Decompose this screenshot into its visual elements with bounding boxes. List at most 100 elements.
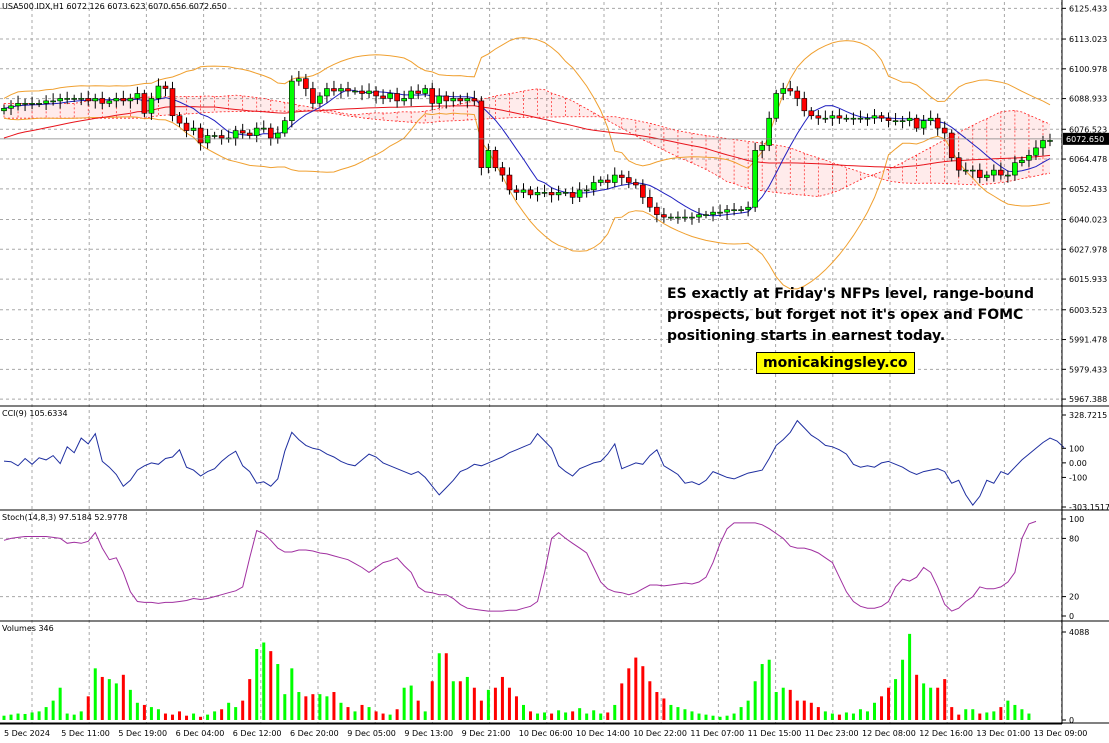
candle-body: [492, 150, 499, 168]
time-tick-label: 13 Dec 09:00: [1034, 729, 1088, 738]
candle-body: [822, 117, 829, 120]
candle-body: [1040, 140, 1046, 149]
candle-body: [303, 78, 309, 89]
candle-body: [148, 98, 155, 114]
candle-body: [282, 120, 288, 134]
time-tick-label: 10 Dec 22:00: [633, 729, 687, 738]
time-tick-label: 11 Dec 15:00: [748, 729, 802, 738]
candle-body: [829, 115, 836, 119]
cci-panel[interactable]: CCI(9) 105.6334: [2, 409, 1065, 506]
candle-body: [373, 90, 379, 97]
candle-body: [520, 189, 527, 193]
candle-body: [780, 88, 787, 94]
candle-body: [625, 177, 632, 183]
price-tick-label: 6003.523: [1069, 306, 1107, 315]
candle-body: [471, 98, 478, 102]
time-tick-label: 9 Dec 05:00: [347, 729, 396, 738]
candle-body: [267, 127, 274, 139]
candle-body: [969, 169, 976, 172]
candle-body: [1019, 159, 1025, 164]
candle-body: [127, 98, 134, 102]
candle-body: [1047, 140, 1053, 142]
candle-body: [352, 90, 358, 93]
candle-body: [731, 209, 737, 211]
candle-body: [590, 182, 597, 191]
candle-body: [618, 174, 625, 178]
brand-badge[interactable]: monicakingsley.co: [756, 352, 915, 374]
stoch-tick-label: 80: [1069, 534, 1079, 543]
candle-body: [155, 85, 162, 99]
volume-tick-label: 0: [1069, 716, 1074, 725]
candle-body: [920, 120, 927, 129]
candle-body: [331, 88, 337, 92]
candle-body: [984, 174, 990, 178]
time-tick-label: 6 Dec 20:00: [290, 729, 339, 738]
grid-lines: [0, 2, 1063, 724]
candle-body: [597, 179, 604, 183]
candle-body: [394, 93, 400, 102]
candle-body: [562, 192, 569, 194]
candle-body: [99, 98, 106, 104]
candle-body: [190, 127, 197, 131]
bollinger-upper: [3, 37, 1051, 169]
candle-body: [955, 157, 962, 171]
candle-body: [92, 98, 99, 102]
candle-body: [534, 192, 541, 196]
candle-body: [197, 127, 204, 144]
candle-body: [913, 117, 920, 129]
stochastic-panel[interactable]: Stoch(14,8,3) 97.5184 52.9778: [2, 513, 1037, 612]
candle-body: [183, 122, 190, 131]
candle-body: [991, 169, 997, 176]
cci-tick-label: 100: [1069, 444, 1084, 453]
candle-body: [380, 95, 386, 99]
time-tick-label: 11 Dec 23:00: [805, 729, 859, 738]
annotation-line-3: positioning starts in earnest today.: [667, 328, 946, 344]
candle-body: [541, 192, 548, 194]
cloud-span-b: [4, 109, 1051, 186]
candle-body: [8, 105, 14, 109]
candle-body: [345, 88, 351, 92]
candle-body: [745, 206, 751, 210]
cloud-span-a: [4, 88, 1051, 197]
candle-body: [22, 103, 28, 105]
time-tick-label: 5 Dec 11:00: [61, 729, 110, 738]
cci-tick-label: 0.00: [1069, 459, 1087, 468]
volume-panel[interactable]: Volumes 346: [2, 624, 1031, 720]
price-tick-label: 6125.433: [1069, 4, 1107, 13]
candle-body: [1, 108, 7, 112]
candle-body: [338, 88, 344, 92]
candle-body: [583, 189, 590, 192]
candle-body: [1012, 162, 1018, 176]
price-panel[interactable]: 6072.650: [0, 37, 1109, 290]
stoch-line: [3, 520, 1037, 612]
price-tick-label: 6064.478: [1069, 155, 1107, 164]
candle-body: [661, 214, 667, 218]
candle-body: [647, 197, 653, 208]
candle-body: [29, 103, 35, 105]
candle-body: [773, 93, 780, 119]
stoch-title: Stoch(14,8,3) 97.5184 52.9778: [2, 513, 128, 522]
candle-body: [57, 98, 63, 102]
annotation-line-1: ES exactly at Friday's NFPs level, range…: [667, 286, 1034, 302]
bollinger-lower: [3, 112, 1051, 290]
time-tick-label: 10 Dec 06:00: [519, 729, 573, 738]
candle-body: [506, 174, 513, 191]
candle-body: [576, 189, 583, 198]
price-tick-label: 6076.523: [1069, 125, 1107, 134]
candle-body: [513, 189, 520, 193]
candle-body: [260, 127, 267, 130]
volume-title: Volumes 346: [2, 624, 54, 633]
candle-body: [429, 88, 436, 104]
candle-body: [555, 192, 562, 196]
candle-body: [717, 211, 723, 214]
time-tick-label: 5 Dec 2024: [4, 729, 50, 738]
candle-body: [569, 192, 576, 198]
analysis-annotation: ES exactly at Friday's NFPs level, range…: [667, 284, 1047, 347]
candle-body: [289, 80, 295, 121]
candle-body: [211, 135, 218, 137]
candle-body: [64, 98, 70, 100]
candle-body: [134, 93, 141, 99]
candle-body: [787, 88, 794, 92]
price-tick-label: 6015.933: [1069, 275, 1107, 284]
